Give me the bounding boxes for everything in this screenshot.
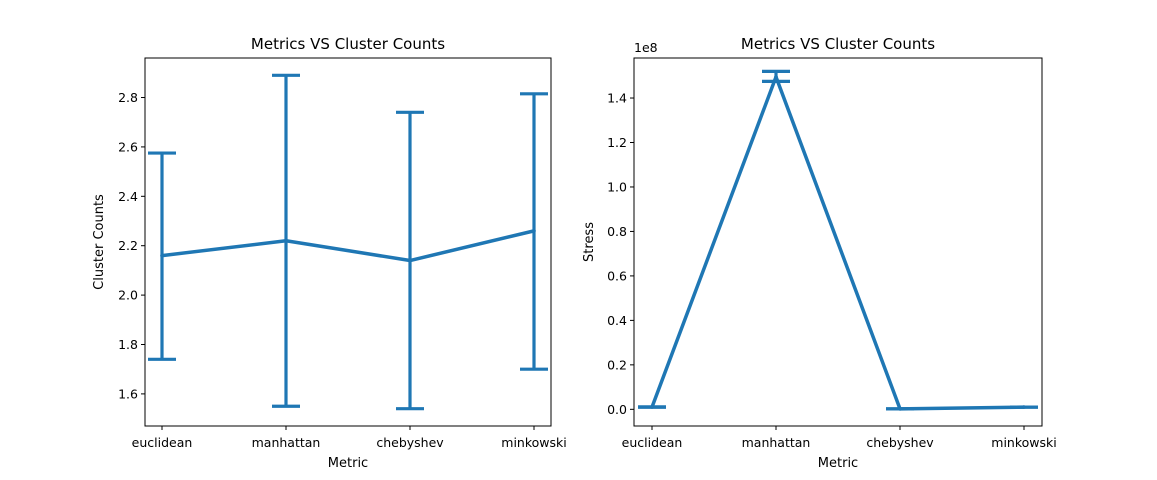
left-chart-ytick-label: 2.2 [118, 238, 138, 253]
left-chart-data-point [284, 238, 288, 243]
left-chart-ytick-label: 2.4 [118, 189, 138, 204]
right-chart-ytick-label: 1.0 [607, 179, 627, 194]
right-chart-xtick-label: euclidean [622, 435, 683, 450]
left-chart-xtick-label: minkowski [501, 435, 566, 450]
right-chart-ytick-label: 0.8 [607, 224, 627, 239]
right-chart-data-point [774, 75, 778, 79]
left-chart-frame [144, 57, 552, 427]
left-chart-ytick-label: 2.8 [118, 90, 138, 105]
right-chart-ytick-label: 1.2 [607, 135, 627, 150]
left-chart-xlabel: Metric [328, 456, 368, 471]
right-chart-ytick-label: 0.2 [607, 357, 627, 372]
left-chart-ytick-label: 2.6 [118, 139, 138, 154]
left-chart-ylabel: Cluster Counts [92, 194, 107, 290]
right-chart-xtick-label: manhattan [742, 435, 811, 450]
right-chart: Metrics VS Cluster Counts 1e8 Metric Str… [582, 35, 1057, 471]
left-chart-xtick-label: euclidean [132, 435, 193, 450]
left-chart-xtick-label: chebyshev [376, 435, 444, 450]
left-chart-data-point [408, 258, 412, 263]
right-chart-data-point [1022, 405, 1026, 409]
left-chart-series-line [161, 229, 535, 263]
left-chart-data-point [160, 253, 164, 258]
right-chart-data-point [898, 407, 902, 411]
right-chart-frame [633, 57, 1043, 427]
left-chart-title: Metrics VS Cluster Counts [251, 35, 445, 53]
right-chart-ylabel: Stress [582, 222, 597, 262]
right-chart-ytick-label: 0.0 [607, 402, 627, 417]
left-chart-data-point [532, 229, 536, 233]
left-chart: Metrics VS Cluster Counts Metric Cluster… [92, 35, 567, 471]
right-chart-title: Metrics VS Cluster Counts [741, 35, 935, 53]
right-chart-offset-text: 1e8 [634, 40, 658, 55]
right-chart-ytick-label: 0.4 [607, 313, 627, 328]
right-chart-data-point [650, 405, 654, 409]
right-chart-series-line [650, 75, 1025, 411]
right-chart-xtick-label: chebyshev [866, 435, 934, 450]
left-chart-ytick-label: 1.6 [118, 386, 138, 401]
right-chart-xlabel: Metric [818, 456, 858, 471]
right-chart-ytick-label: 0.6 [607, 268, 627, 283]
left-chart-ytick-label: 2.0 [118, 288, 138, 303]
right-chart-ytick-label: 1.4 [607, 91, 627, 106]
left-chart-xtick-label: manhattan [252, 435, 321, 450]
right-chart-xtick-label: minkowski [991, 435, 1056, 450]
left-chart-ytick-label: 1.8 [118, 337, 138, 352]
